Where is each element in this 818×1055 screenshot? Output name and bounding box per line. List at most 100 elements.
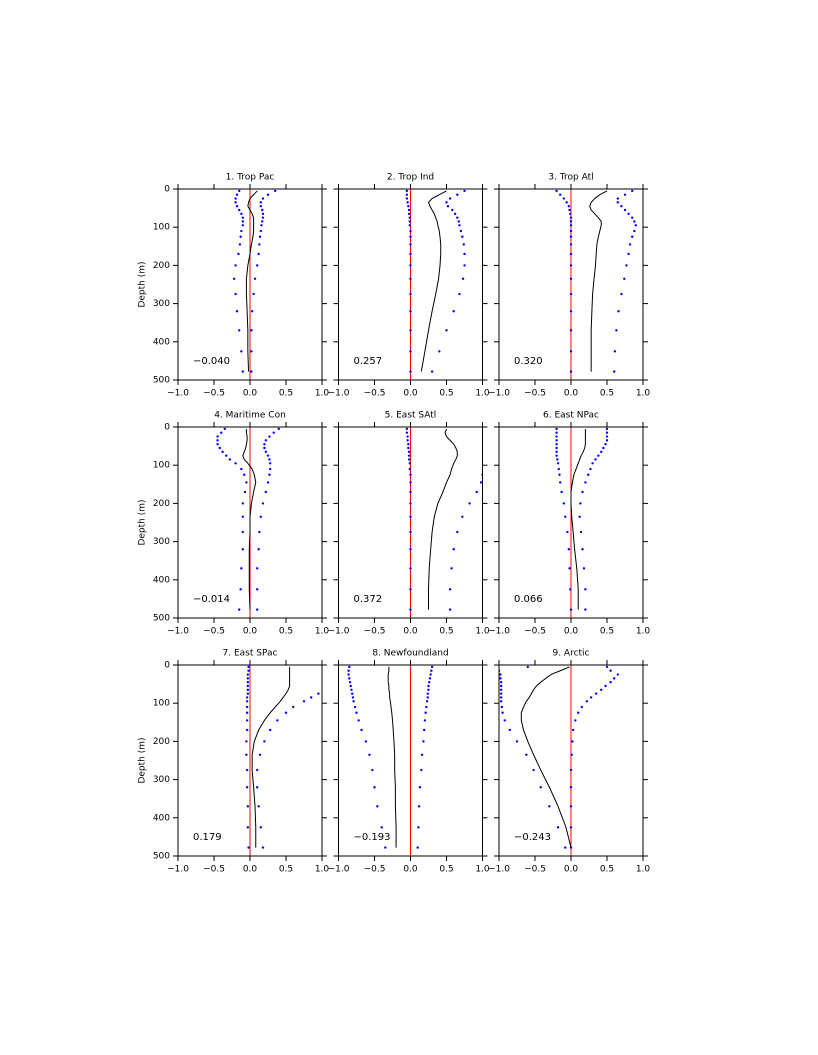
bound-dot — [605, 435, 609, 438]
bound-dot — [264, 490, 268, 494]
bound-dot — [463, 252, 466, 256]
y-tick-label: 400 — [153, 575, 170, 585]
bound-dot — [310, 696, 313, 699]
x-tick-label: 0.0 — [243, 865, 258, 875]
bound-dot — [408, 467, 411, 471]
bound-dot — [605, 665, 609, 669]
bound-dot — [564, 515, 567, 518]
bound-dot — [246, 805, 250, 808]
bound-dot — [234, 264, 237, 267]
bound-dot — [489, 447, 491, 449]
bound-dot — [234, 462, 237, 465]
bound-dot — [499, 677, 502, 680]
bound-dot — [569, 805, 573, 808]
bound-dot — [430, 665, 434, 669]
y-tick-label: 500 — [153, 614, 170, 624]
bound-dot — [349, 684, 352, 688]
bound-dot — [238, 208, 241, 212]
plot-area — [245, 665, 324, 849]
bound-dot — [562, 197, 565, 200]
bound-dot — [261, 220, 264, 223]
bound-dot — [597, 454, 600, 457]
bound-dot — [555, 439, 558, 442]
x-tick-label: 0.5 — [600, 389, 614, 399]
bound-dot — [235, 204, 239, 208]
x-tick-label: −0.5 — [524, 865, 546, 875]
bound-dot — [475, 490, 478, 494]
bound-dot — [569, 329, 573, 332]
bound-dot — [627, 212, 630, 216]
bound-dot — [322, 689, 324, 691]
bound-dot — [458, 292, 461, 296]
bound-dot — [409, 350, 412, 353]
panel: 8. Newfoundland −1.0 −0.5 0.0 0.5 1.0 −0.193 — [328, 649, 490, 875]
bound-dot — [371, 768, 374, 772]
bound-dot — [238, 608, 241, 611]
panel-title: 7. East SPac — [223, 649, 278, 659]
bound-dot — [633, 220, 636, 223]
y-tick-label: 400 — [153, 337, 170, 347]
bound-dot — [240, 212, 243, 216]
x-tick-label: 1.0 — [636, 627, 651, 637]
bound-dot — [569, 350, 573, 353]
bound-dot — [246, 688, 250, 692]
annotation: 0.257 — [354, 356, 383, 367]
bound-dot — [569, 826, 573, 829]
bound-dot — [458, 224, 461, 227]
bound-dot — [602, 446, 605, 450]
annotation: 0.372 — [354, 594, 383, 605]
y-tick-label: 300 — [153, 299, 170, 309]
bound-dot — [259, 201, 262, 204]
bound-dot — [445, 329, 448, 332]
panel-title: 2. Trop Ind — [387, 173, 434, 183]
bound-dot — [499, 684, 503, 688]
bound-dot — [426, 692, 429, 695]
x-tick-label: 1.0 — [475, 389, 490, 399]
bound-dot — [569, 212, 572, 216]
bound-dot — [238, 243, 242, 246]
bound-dot — [487, 451, 489, 453]
bound-dot — [570, 753, 573, 756]
annotation: 0.066 — [514, 594, 543, 605]
bound-dot — [238, 329, 241, 332]
bound-dot — [569, 608, 573, 611]
mean-profile — [570, 428, 586, 610]
bound-dot — [266, 481, 270, 484]
bound-dot — [555, 446, 558, 450]
bound-dot — [246, 673, 250, 676]
bound-dot — [490, 443, 492, 445]
bound-dot — [634, 224, 637, 227]
mean-profile — [242, 428, 257, 610]
panel: 5. East SAtl −1.0 −0.5 0.0 0.5 1.0 0.372 — [328, 411, 492, 637]
bound-dot — [526, 665, 529, 669]
bound-dot — [595, 692, 598, 695]
bound-dot — [461, 277, 465, 280]
x-tick-label: −1.0 — [488, 627, 510, 637]
y-tick-label: 400 — [153, 813, 170, 823]
bound-dot — [292, 705, 295, 709]
bound-dot — [228, 458, 232, 461]
bound-dot — [499, 680, 503, 684]
bound-dot — [376, 805, 379, 808]
y-axis-label: Depth (m) — [138, 499, 148, 545]
bound-dot — [591, 462, 594, 465]
x-tick-label: −0.5 — [364, 389, 386, 399]
bound-dot — [407, 442, 410, 446]
mean-profile — [251, 666, 291, 848]
bound-dot — [600, 688, 603, 692]
bound-dot — [235, 193, 239, 196]
bound-dot — [569, 264, 573, 267]
bound-dot — [240, 467, 243, 471]
bound-dot — [423, 719, 427, 722]
bound-dot — [559, 481, 562, 484]
bound-dot — [503, 719, 506, 722]
x-tick-label: −1.0 — [488, 865, 510, 875]
bound-dot — [571, 728, 575, 732]
bound-dot — [241, 515, 244, 518]
bound-dot — [587, 473, 590, 476]
bound-dot — [409, 481, 412, 484]
bound-dot — [623, 208, 627, 212]
bound-dot — [409, 243, 412, 246]
bound-dot — [594, 458, 597, 461]
bound-dot — [258, 235, 262, 238]
